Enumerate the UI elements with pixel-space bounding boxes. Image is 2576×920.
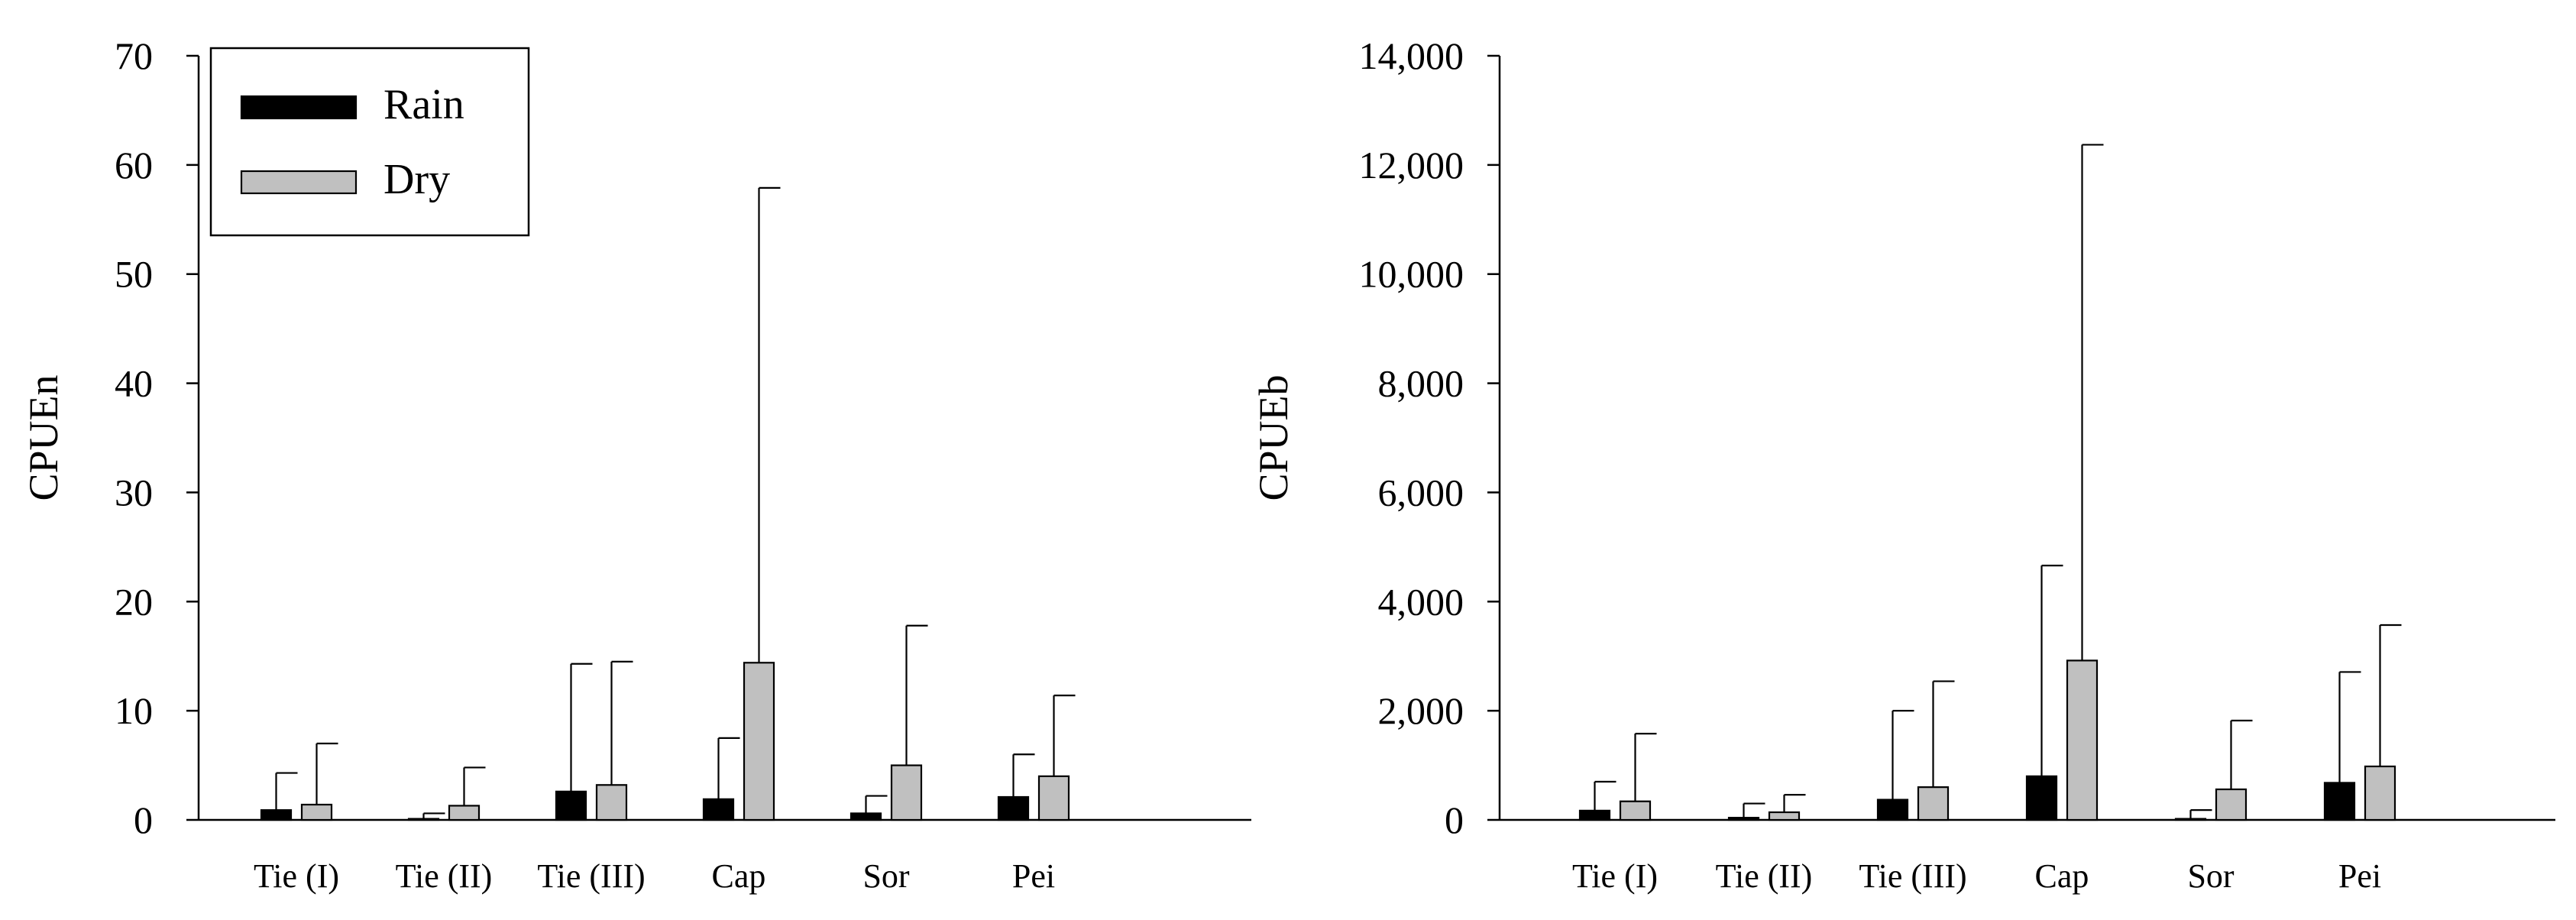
y-tick-label: 2,000 xyxy=(1378,689,1464,732)
x-tick-label: Tie (II) xyxy=(396,857,493,895)
bar-dry xyxy=(1917,786,1950,821)
y-axis-title: CPUEn xyxy=(21,374,66,500)
bar-dry xyxy=(1768,811,1801,821)
legend: Rain Dry xyxy=(209,47,530,237)
x-tick-label: Tie (I) xyxy=(254,857,339,895)
x-tick-label: Pei xyxy=(1012,857,1055,895)
y-tick-label: 50 xyxy=(115,253,153,296)
y-tick-label: 6,000 xyxy=(1378,471,1464,513)
bar-dry xyxy=(890,764,923,821)
legend-label-dry: Dry xyxy=(383,156,450,203)
legend-swatch-dry xyxy=(240,170,358,195)
y-tick-label: 60 xyxy=(115,144,153,186)
y-tick-label: 8,000 xyxy=(1378,362,1464,405)
y-tick-label: 40 xyxy=(115,362,153,405)
bar-rain xyxy=(1876,799,1909,821)
legend-label-rain: Rain xyxy=(383,81,464,128)
y-tick-label: 4,000 xyxy=(1378,580,1464,623)
x-tick-label: Pei xyxy=(2338,857,2381,895)
y-tick-label: 20 xyxy=(115,580,153,623)
y-tick-label: 30 xyxy=(115,471,153,513)
y-tick-label: 10 xyxy=(115,689,153,732)
x-tick-label: Tie (III) xyxy=(1859,857,1966,895)
bar-rain xyxy=(997,795,1030,821)
bar-rain xyxy=(702,798,735,821)
y-tick-label: 0 xyxy=(1445,799,1464,841)
bar-rain xyxy=(407,818,440,821)
bar-rain xyxy=(260,809,293,821)
chart-cpuen: 0 10 20 30 40 50 60 70 CPUEn Tie (I) Tie (II) Tie (… xyxy=(21,34,1251,895)
legend-box xyxy=(209,47,530,237)
y-tick-label: 12,000 xyxy=(1359,144,1464,186)
y-tick-label: 10,000 xyxy=(1359,253,1464,296)
bar-rain xyxy=(849,812,882,821)
x-tick-label: Tie (I) xyxy=(1572,857,1658,895)
bar-dry xyxy=(1619,800,1652,821)
bar-dry xyxy=(2364,765,2396,821)
x-tick-label: Tie (III) xyxy=(537,857,645,895)
y-tick-label: 0 xyxy=(134,799,153,841)
bar-rain xyxy=(2174,818,2207,821)
bar-rain xyxy=(555,790,587,821)
x-tick-label: Sor xyxy=(2187,857,2234,895)
bar-dry xyxy=(2215,788,2248,821)
y-tick-label: 70 xyxy=(115,34,153,77)
bar-rain xyxy=(2323,782,2356,821)
chart-cpueb: 0 2,000 4,000 6,000 8,000 10,000 12,000 14,000 C… xyxy=(1251,34,2555,895)
bar-rain xyxy=(2025,775,2058,821)
bar-dry xyxy=(595,784,628,821)
bar-dry xyxy=(300,803,333,821)
bar-rain xyxy=(1727,817,1760,821)
x-tick-label: Cap xyxy=(712,857,766,895)
bar-dry xyxy=(2066,659,2099,821)
bar-dry xyxy=(1037,775,1070,821)
bar-dry xyxy=(448,805,481,821)
bar-dry xyxy=(743,662,775,821)
x-tick-label: Sor xyxy=(862,857,909,895)
legend-swatch-rain xyxy=(240,95,358,120)
bar-rain xyxy=(1578,809,1611,821)
y-axis-title: CPUEb xyxy=(1251,374,1296,500)
x-tick-label: Cap xyxy=(2035,857,2089,895)
y-tick-label: 14,000 xyxy=(1359,34,1464,77)
x-tick-label: Tie (II) xyxy=(1716,857,1813,895)
